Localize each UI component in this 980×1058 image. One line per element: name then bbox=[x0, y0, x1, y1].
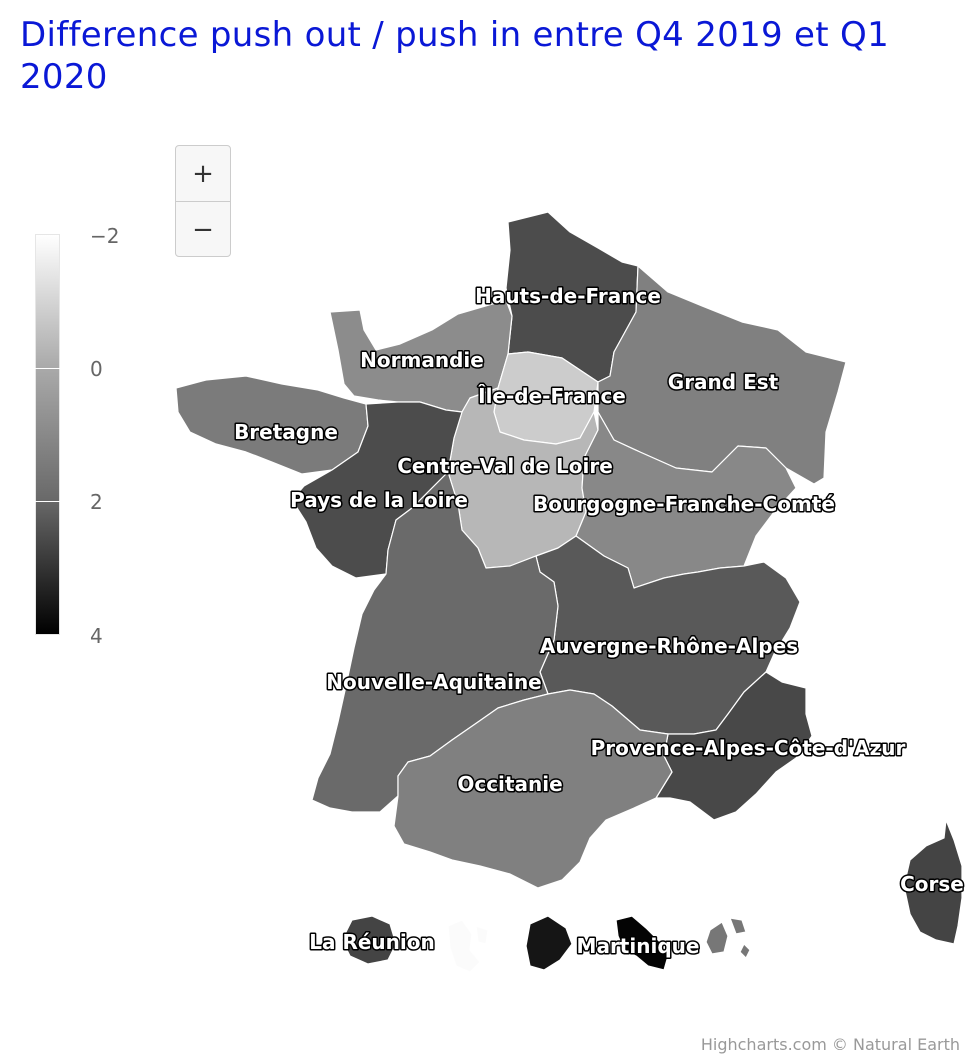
region-labels: Hauts-de-France Normandie Île-de-France … bbox=[233, 283, 966, 960]
label-normandie: Normandie bbox=[360, 348, 484, 372]
region-overseas-mid[interactable] bbox=[705, 917, 751, 959]
label-grand-est: Grand Est bbox=[668, 370, 779, 394]
legend-label-zero: 0 bbox=[90, 357, 103, 381]
zoom-out-button[interactable]: − bbox=[176, 201, 230, 256]
label-hauts-de-france: Hauts-de-France bbox=[475, 284, 661, 308]
label-occitanie: Occitanie bbox=[457, 772, 562, 796]
region-martinique[interactable] bbox=[615, 915, 669, 971]
legend-tick-mark bbox=[35, 501, 60, 502]
zoom-in-button[interactable]: + bbox=[192, 158, 214, 189]
label-bretagne: Bretagne bbox=[234, 420, 338, 444]
label-pays-de-la-loire: Pays de la Loire bbox=[290, 488, 468, 512]
label-nouvelle-aquitaine: Nouvelle-Aquitaine bbox=[326, 670, 542, 694]
region-corse[interactable] bbox=[903, 819, 963, 945]
credits-link[interactable]: Highcharts.com © Natural Earth bbox=[700, 1035, 960, 1054]
label-corse: Corse bbox=[900, 872, 964, 896]
chart-title: Difference push out / push in entre Q4 2… bbox=[20, 15, 889, 97]
region-la-reunion[interactable] bbox=[341, 915, 397, 965]
color-axis-gradient bbox=[35, 234, 60, 635]
label-bourgogne-franche-comte: Bourgogne-Franche-Comté bbox=[533, 492, 835, 516]
label-centre-val-de-loire: Centre-Val de Loire bbox=[397, 454, 613, 478]
legend-tick-mark bbox=[35, 368, 60, 369]
legend-label-two: 2 bbox=[90, 490, 103, 514]
region-overseas-dark[interactable] bbox=[525, 915, 573, 971]
label-provence-alpes-cote-dazur: Provence-Alpes-Côte-d'Azur bbox=[591, 736, 906, 760]
zoom-controls: + − bbox=[175, 145, 231, 257]
region-occitanie[interactable] bbox=[393, 689, 673, 889]
legend-label-min: −2 bbox=[90, 224, 120, 248]
label-ile-de-france: Île-de-France bbox=[478, 384, 626, 408]
label-auvergne-rhone-alpes: Auvergne-Rhône-Alpes bbox=[540, 634, 798, 658]
label-la-reunion: La Réunion bbox=[309, 930, 434, 954]
region-provence-alpes-cote-dazur[interactable] bbox=[655, 671, 813, 821]
legend-label-max: 4 bbox=[90, 624, 103, 648]
region-overseas-light[interactable] bbox=[447, 919, 489, 973]
label-martinique: Martinique bbox=[577, 934, 700, 958]
